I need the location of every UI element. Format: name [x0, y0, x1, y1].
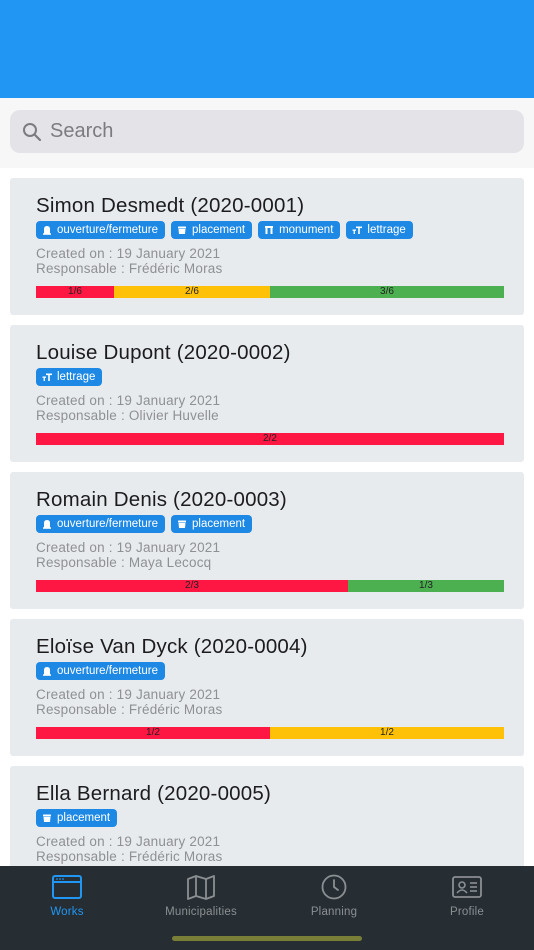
header-bar [0, 0, 534, 98]
tab-municipalities[interactable]: Municipalities [134, 874, 268, 924]
progress-bar: 2/3 1/3 [36, 580, 504, 592]
work-card[interactable]: Eloïse Van Dyck (2020-0004) ouverture/fer… [10, 619, 524, 756]
progress-bar: 1/6 2/6 3/6 [36, 286, 504, 298]
tag-label: lettrage [367, 224, 406, 236]
progress-segment-red: 2/2 [36, 433, 504, 445]
profile-card-icon [452, 876, 482, 898]
tag-badge: placement [171, 221, 253, 239]
tag-badge: lettrage [346, 221, 413, 239]
responsable: Responsable : Frédéric Moras [36, 849, 223, 864]
responsable: Responsable : Frédéric Moras [36, 261, 223, 276]
tab-profile-label: Profile [450, 906, 484, 918]
work-card[interactable]: Louise Dupont (2020-0002) lettrage Created… [10, 325, 524, 462]
created-date: Created on : 19 January 2021 [36, 834, 221, 849]
tag-label: placement [192, 518, 246, 530]
monument-icon [264, 225, 274, 235]
tab-municipalities-label: Municipalities [165, 906, 237, 918]
responsable: Responsable : Maya Lecocq [36, 555, 212, 570]
works-icon [52, 875, 82, 899]
tag-label: placement [192, 224, 246, 236]
tag-label: monument [279, 224, 334, 236]
tag-list: lettrage [36, 368, 103, 386]
tag-badge: monument [258, 221, 341, 239]
tag-badge: lettrage [36, 368, 103, 386]
urn-icon [42, 813, 52, 823]
tag-badge: ouverture/fermeture [36, 515, 165, 533]
work-title: Louise Dupont (2020-0002) [36, 341, 291, 364]
clock-icon [321, 874, 347, 900]
tab-works[interactable]: Works [0, 874, 134, 924]
tombstone-icon [42, 519, 52, 529]
tag-label: lettrage [57, 371, 96, 383]
created-date: Created on : 19 January 2021 [36, 687, 221, 702]
tag-label: ouverture/fermeture [57, 224, 158, 236]
tombstone-icon [42, 225, 52, 235]
progress-bar: 1/2 1/2 [36, 727, 504, 739]
tag-list: ouverture/fermeture placement [36, 515, 253, 533]
work-title: Simon Desmedt (2020-0001) [36, 194, 305, 217]
work-title: Eloïse Van Dyck (2020-0004) [36, 635, 308, 658]
tag-label: ouverture/fermeture [57, 518, 158, 530]
tag-label: ouverture/fermeture [57, 665, 158, 677]
tag-list: ouverture/fermeture placement monument lett… [36, 221, 413, 239]
tag-badge: ouverture/fermeture [36, 662, 165, 680]
tag-badge: placement [171, 515, 253, 533]
tab-planning-label: Planning [310, 906, 358, 918]
search-container [0, 98, 534, 168]
urn-icon [177, 225, 187, 235]
progress-segment-green: 3/6 [269, 286, 504, 298]
responsable: Responsable : Olivier Huvelle [36, 408, 219, 423]
progress-segment-yellow: 2/6 [114, 286, 270, 298]
tab-profile[interactable]: Profile [400, 874, 534, 924]
work-card[interactable]: Ella Bernard (2020-0005) placement Created… [10, 766, 524, 866]
map-icon [187, 875, 215, 900]
text-icon [352, 225, 363, 235]
progress-segment-yellow: 1/2 [270, 727, 504, 739]
text-icon [42, 372, 52, 382]
work-title: Romain Denis (2020-0003) [36, 488, 287, 511]
work-card[interactable]: Romain Denis (2020-0003) ouverture/fermet… [10, 472, 524, 609]
created-date: Created on : 19 January 2021 [36, 393, 221, 408]
search-icon [23, 122, 42, 141]
progress-segment-red: 1/2 [36, 727, 270, 739]
progress-segment-red: 1/6 [36, 286, 114, 298]
search-bar[interactable] [10, 110, 524, 153]
created-date: Created on : 19 January 2021 [36, 246, 221, 261]
works-list[interactable]: Simon Desmedt (2020-0001) ouverture/ferme… [0, 168, 534, 866]
tag-badge: ouverture/fermeture [36, 221, 165, 239]
home-indicator[interactable] [172, 936, 362, 941]
tab-works-label: Works [50, 906, 84, 918]
work-card[interactable]: Simon Desmedt (2020-0001) ouverture/ferme… [10, 178, 524, 315]
progress-segment-green: 1/3 [348, 580, 504, 592]
progress-bar: 2/2 [36, 433, 504, 445]
tombstone-icon [42, 666, 52, 676]
tab-planning[interactable]: Planning [267, 874, 401, 924]
tag-label: placement [57, 812, 111, 824]
urn-icon [177, 519, 187, 529]
search-input[interactable] [50, 120, 490, 143]
responsable: Responsable : Frédéric Moras [36, 702, 223, 717]
progress-segment-red: 2/3 [36, 580, 348, 592]
tag-list: ouverture/fermeture [36, 662, 165, 680]
created-date: Created on : 19 January 2021 [36, 540, 221, 555]
work-title: Ella Bernard (2020-0005) [36, 782, 271, 805]
tag-list: placement [36, 809, 118, 827]
tag-badge: placement [36, 809, 118, 827]
